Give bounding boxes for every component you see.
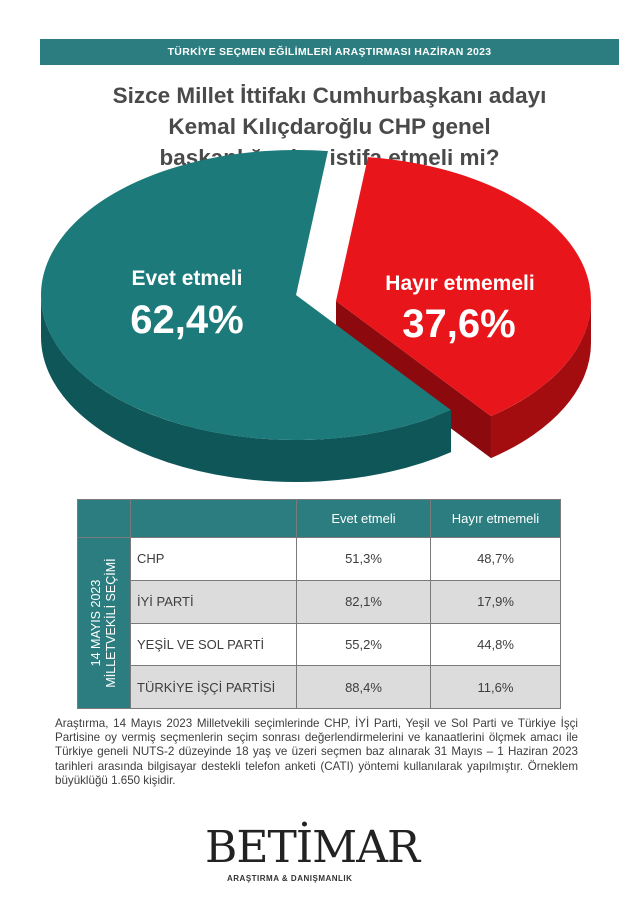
- pie-labels: Evet etmeli 62,4% Hayır etmemeli 37,6%: [130, 267, 534, 346]
- side-label-line-1: 14 MAYIS 2023: [89, 579, 103, 667]
- col-header-evet: Evet etmeli: [296, 499, 431, 538]
- pie-slice-evet: [40, 150, 452, 441]
- results-table: Evet etmeli Hayır etmemeli 14 MAYIS 2023…: [77, 499, 561, 709]
- table-row: TÜRKİYE İŞÇİ PARTİSİ 88,4% 11,6%: [78, 665, 561, 709]
- evet-value: 51,3%: [296, 537, 431, 581]
- report-banner: TÜRKİYE SEÇMEN EĞİLİMLERİ ARAŞTIRMASI HA…: [40, 39, 619, 65]
- pie-sides: [41, 295, 591, 483]
- pie-side-hayir: [491, 301, 591, 459]
- table-header-row: Evet etmeli Hayır etmemeli: [77, 499, 561, 538]
- logo-tagline: ARAŞTIRMA & DANIŞMANLIK: [227, 874, 353, 883]
- hayir-value: 48,7%: [430, 537, 561, 581]
- evet-value: 55,2%: [296, 622, 431, 667]
- party-name: TÜRKİYE İŞÇİ PARTİSİ: [130, 665, 297, 709]
- slice-label-evet: Evet etmeli: [132, 267, 243, 290]
- pie-side-evet: [41, 295, 452, 483]
- election-side-label: 14 MAYIS 2023 MİLLETVEKİLİ SEÇİMİ: [77, 537, 131, 709]
- party-name: YEŞİL VE SOL PARTİ: [130, 622, 297, 667]
- table-corner: [77, 499, 131, 538]
- side-label-line-2: MİLLETVEKİLİ SEÇİMİ: [104, 558, 118, 688]
- logo-wordmark: BETİMAR: [205, 822, 420, 873]
- hayir-value: 11,6%: [430, 665, 561, 709]
- slice-label-hayir: Hayır etmemeli: [385, 272, 534, 295]
- question-line-1: Sizce Millet İttifakı Cumhurbaşkanı aday…: [112, 83, 547, 108]
- party-name: İYİ PARTİ: [130, 579, 297, 624]
- slice-value-hayir: 37,6%: [402, 302, 515, 346]
- evet-value: 88,4%: [296, 665, 431, 709]
- table-corner-2: [130, 499, 297, 538]
- evet-value: 82,1%: [296, 579, 431, 624]
- pie-tops: [40, 150, 591, 441]
- slice-value-evet: 62,4%: [130, 298, 243, 342]
- table-row: 14 MAYIS 2023 MİLLETVEKİLİ SEÇİMİ CHP 51…: [77, 537, 561, 709]
- hayir-value: 17,9%: [430, 579, 561, 624]
- table-row: İYİ PARTİ 82,1% 17,9%: [78, 579, 561, 624]
- hayir-value: 44,8%: [430, 622, 561, 667]
- question-line-2: Kemal Kılıçdaroğlu CHP genel: [168, 114, 491, 139]
- col-header-hayir: Hayır etmemeli: [430, 499, 561, 538]
- methodology-note: Araştırma, 14 Mayıs 2023 Milletvekili se…: [55, 717, 578, 787]
- pie-slice-hayir: [336, 157, 591, 417]
- table-row: YEŞİL VE SOL PARTİ 55,2% 44,8%: [78, 622, 561, 667]
- company-logo: BETİMAR ARAŞTIRMA & DANIŞMANLIK: [205, 822, 435, 892]
- party-name: CHP: [130, 537, 297, 581]
- pie-wall-hayir: [336, 301, 492, 459]
- pie-chart: Evet etmeli 62,4% Hayır etmemeli 37,6%: [40, 150, 591, 483]
